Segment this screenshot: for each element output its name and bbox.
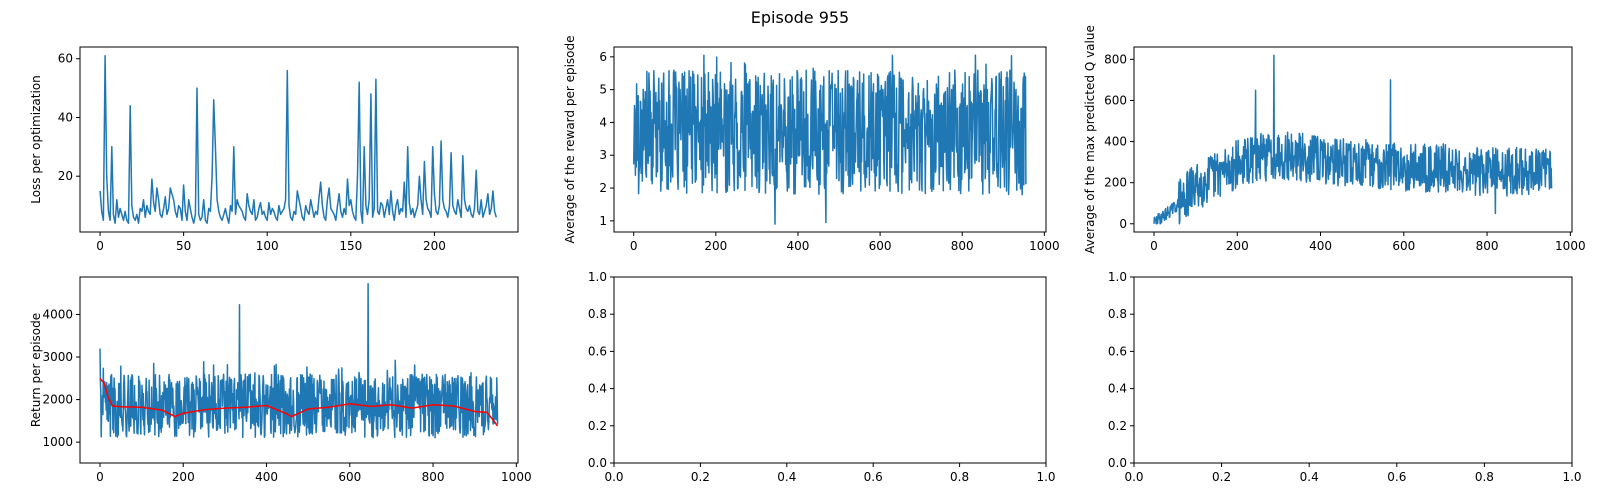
x-tick-label: 0.0 xyxy=(604,470,623,484)
x-tick-label: 0 xyxy=(1150,239,1158,253)
y-tick-label: 0.6 xyxy=(1108,344,1127,358)
y-tick-label: 600 xyxy=(1104,93,1127,107)
axes-frame xyxy=(1133,276,1573,464)
x-tick-label: 600 xyxy=(869,239,892,253)
y-tick-label: 6 xyxy=(599,50,607,64)
y-tick-label: 200 xyxy=(1104,176,1127,190)
y-tick-label: 0 xyxy=(1119,217,1127,231)
series-line-1 xyxy=(99,283,499,439)
y-tick-label: 0.2 xyxy=(588,419,607,433)
x-tick-label: 100 xyxy=(256,239,279,253)
y-tick-label: 4 xyxy=(599,115,607,129)
y-tick-label: 4000 xyxy=(42,307,73,321)
x-tick-label: 0.6 xyxy=(864,470,883,484)
y-tick-label: 0.4 xyxy=(1108,382,1127,396)
axes-frame xyxy=(1133,46,1573,233)
axes-frame xyxy=(613,276,1047,464)
y-axis-label: Average of the reward per episode xyxy=(563,35,577,243)
x-tick-label: 1.0 xyxy=(1562,470,1581,484)
y-tick-label: 60 xyxy=(58,52,73,66)
series-line-2 xyxy=(99,377,499,427)
y-tick-label: 800 xyxy=(1104,52,1127,66)
subplot-1: 0 50 100 150 200 20 40 60 Loss per optimization xyxy=(29,46,519,253)
axes-frame xyxy=(79,46,519,233)
x-tick-label: 200 xyxy=(423,239,446,253)
y-tick-label: 1000 xyxy=(42,435,73,449)
x-tick-label: 50 xyxy=(176,239,191,253)
x-tick-label: 600 xyxy=(1392,239,1415,253)
x-tick-label: 1000 xyxy=(501,470,532,484)
x-tick-label: 150 xyxy=(339,239,362,253)
y-tick-label: 400 xyxy=(1104,135,1127,149)
x-tick-label: 0.2 xyxy=(691,470,710,484)
x-tick-label: 1000 xyxy=(1029,239,1060,253)
y-tick-label: 3 xyxy=(599,148,607,162)
x-tick-label: 400 xyxy=(1309,239,1332,253)
y-tick-label: 2000 xyxy=(42,393,73,407)
x-tick-label: 1.0 xyxy=(1036,470,1055,484)
x-tick-label: 800 xyxy=(951,239,974,253)
series-line-1 xyxy=(632,54,1027,225)
x-tick-label: 400 xyxy=(787,239,810,253)
y-tick-label: 0.2 xyxy=(1108,419,1127,433)
axes-frame xyxy=(613,46,1047,233)
x-tick-label: 600 xyxy=(338,470,361,484)
y-tick-label: 0.4 xyxy=(588,382,607,396)
x-tick-label: 0.4 xyxy=(777,470,796,484)
subplot-3: 0 200 400 600 800 1000 0 200 400 600 800 Average of… xyxy=(1083,25,1586,254)
y-axis-label: Loss per optimization xyxy=(29,75,43,204)
subplot-4: 0 200 400 600 800 1000 1000 2000 3000 4000Return … xyxy=(29,276,532,484)
y-tick-label: 2 xyxy=(599,181,607,195)
y-tick-label: 0.8 xyxy=(588,307,607,321)
x-tick-label: 0.0 xyxy=(1124,470,1143,484)
x-tick-label: 200 xyxy=(172,470,195,484)
y-tick-label: 1 xyxy=(599,214,607,228)
suptitle: Episode 955 xyxy=(751,8,849,27)
y-tick-label: 0.8 xyxy=(1108,307,1127,321)
y-tick-label: 1.0 xyxy=(1108,270,1127,284)
subplot-6: 0.0 0.2 0.4 0.6 0.8 1.0 0.0 0.2 0.4 0.6 0.8 1.0 xyxy=(1108,270,1582,484)
y-tick-label: 0.0 xyxy=(588,456,607,470)
y-tick-label: 20 xyxy=(58,169,73,183)
x-tick-label: 0.4 xyxy=(1300,470,1319,484)
x-tick-label: 0.6 xyxy=(1387,470,1406,484)
x-tick-label: 800 xyxy=(422,470,445,484)
x-tick-label: 800 xyxy=(1476,239,1499,253)
series-line-1 xyxy=(99,55,498,224)
subplot-5: 0.0 0.2 0.4 0.6 0.8 1.0 0.0 0.2 0.4 0.6 0.8 1.0 xyxy=(588,270,1056,484)
y-tick-label: 0.0 xyxy=(1108,456,1127,470)
x-tick-label: 400 xyxy=(255,470,278,484)
y-tick-label: 1.0 xyxy=(588,270,607,284)
y-tick-label: 5 xyxy=(599,83,607,97)
x-tick-label: 0.8 xyxy=(1475,470,1494,484)
x-tick-label: 0 xyxy=(630,239,638,253)
x-tick-label: 0 xyxy=(96,239,104,253)
series-line-1 xyxy=(1153,54,1553,225)
x-tick-label: 0.2 xyxy=(1212,470,1231,484)
x-tick-label: 200 xyxy=(1226,239,1249,253)
x-tick-label: 200 xyxy=(704,239,727,253)
subplot-2: 0 200 400 600 800 1000 1 2 3 4 5 6 Average of the re… xyxy=(563,35,1060,253)
x-tick-label: 1000 xyxy=(1555,239,1586,253)
y-axis-label: Average of the max predicted Q value xyxy=(1083,25,1097,254)
axes-frame xyxy=(79,276,519,464)
y-tick-label: 3000 xyxy=(42,350,73,364)
y-tick-label: 0.6 xyxy=(588,344,607,358)
x-tick-label: 0 xyxy=(96,470,104,484)
y-axis-label: Return per episode xyxy=(29,313,43,427)
y-tick-label: 40 xyxy=(58,110,73,124)
x-tick-label: 0.8 xyxy=(950,470,969,484)
